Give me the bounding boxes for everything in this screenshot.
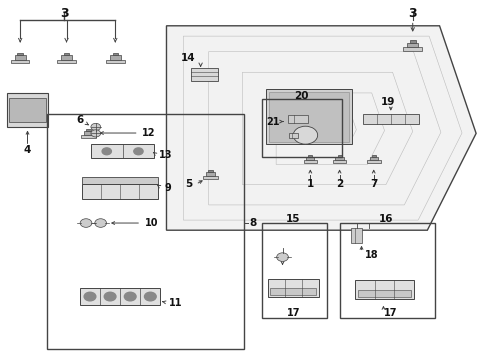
Bar <box>207 170 212 172</box>
Bar <box>354 279 413 299</box>
Bar <box>7 93 48 127</box>
Text: 21: 21 <box>265 117 279 127</box>
Bar <box>268 92 348 142</box>
Bar <box>357 289 410 297</box>
Circle shape <box>84 292 96 301</box>
Bar <box>84 131 93 135</box>
Circle shape <box>95 219 106 227</box>
Text: 6: 6 <box>76 115 83 125</box>
Bar <box>82 184 158 199</box>
Bar <box>205 172 215 176</box>
Circle shape <box>91 130 101 137</box>
Bar <box>82 177 158 184</box>
Bar <box>190 68 217 81</box>
Bar <box>335 157 343 161</box>
Text: 10: 10 <box>144 218 158 228</box>
Bar <box>11 60 29 63</box>
Text: 19: 19 <box>380 97 395 107</box>
Bar <box>362 114 418 124</box>
Bar <box>288 133 297 138</box>
Bar <box>269 288 316 295</box>
Text: 1: 1 <box>306 179 313 189</box>
Text: 9: 9 <box>163 183 170 193</box>
Text: 11: 11 <box>168 298 182 308</box>
Bar <box>86 129 90 131</box>
Text: 17: 17 <box>286 309 300 318</box>
Bar <box>337 155 341 157</box>
Bar <box>403 47 421 51</box>
Bar <box>15 55 26 60</box>
Text: 15: 15 <box>285 214 300 224</box>
Bar <box>350 228 361 243</box>
Text: 14: 14 <box>181 53 195 63</box>
Text: 16: 16 <box>378 214 392 224</box>
Bar <box>63 53 69 55</box>
Text: 13: 13 <box>159 150 172 160</box>
Text: 17: 17 <box>383 309 397 318</box>
Text: 5: 5 <box>184 179 192 189</box>
Text: 2: 2 <box>335 179 343 189</box>
Bar <box>91 144 154 158</box>
Text: 8: 8 <box>249 218 256 228</box>
Bar <box>57 60 76 63</box>
Bar <box>80 288 160 305</box>
Bar <box>303 161 317 163</box>
Circle shape <box>104 292 116 301</box>
Bar <box>47 114 244 348</box>
Bar <box>369 157 377 161</box>
Circle shape <box>124 292 136 301</box>
Text: 18: 18 <box>364 250 378 260</box>
Bar <box>409 40 415 43</box>
Circle shape <box>144 292 156 301</box>
Circle shape <box>80 219 92 227</box>
Bar <box>366 161 380 163</box>
Bar <box>261 223 327 318</box>
Bar <box>202 176 218 179</box>
Bar <box>307 155 312 157</box>
Bar <box>18 53 23 55</box>
Bar <box>371 155 375 157</box>
Bar <box>288 115 307 123</box>
Bar <box>61 55 72 60</box>
Circle shape <box>276 253 288 261</box>
Bar <box>339 223 434 318</box>
Bar <box>332 161 346 163</box>
Bar <box>81 135 96 138</box>
Text: 3: 3 <box>407 7 416 20</box>
Text: 20: 20 <box>294 91 308 101</box>
Bar <box>407 43 417 47</box>
Text: 4: 4 <box>24 145 31 155</box>
Circle shape <box>293 126 317 144</box>
Bar <box>112 53 118 55</box>
Bar <box>267 279 318 297</box>
Text: 3: 3 <box>60 7 68 20</box>
Bar <box>305 157 314 161</box>
Bar <box>266 89 351 144</box>
Text: 12: 12 <box>142 128 155 138</box>
Circle shape <box>91 123 101 131</box>
Bar <box>109 55 121 60</box>
Circle shape <box>134 148 143 155</box>
Polygon shape <box>166 26 475 230</box>
Bar <box>9 98 46 122</box>
Bar <box>106 60 124 63</box>
Bar <box>261 99 341 157</box>
Text: 7: 7 <box>369 179 377 189</box>
Circle shape <box>102 148 111 155</box>
